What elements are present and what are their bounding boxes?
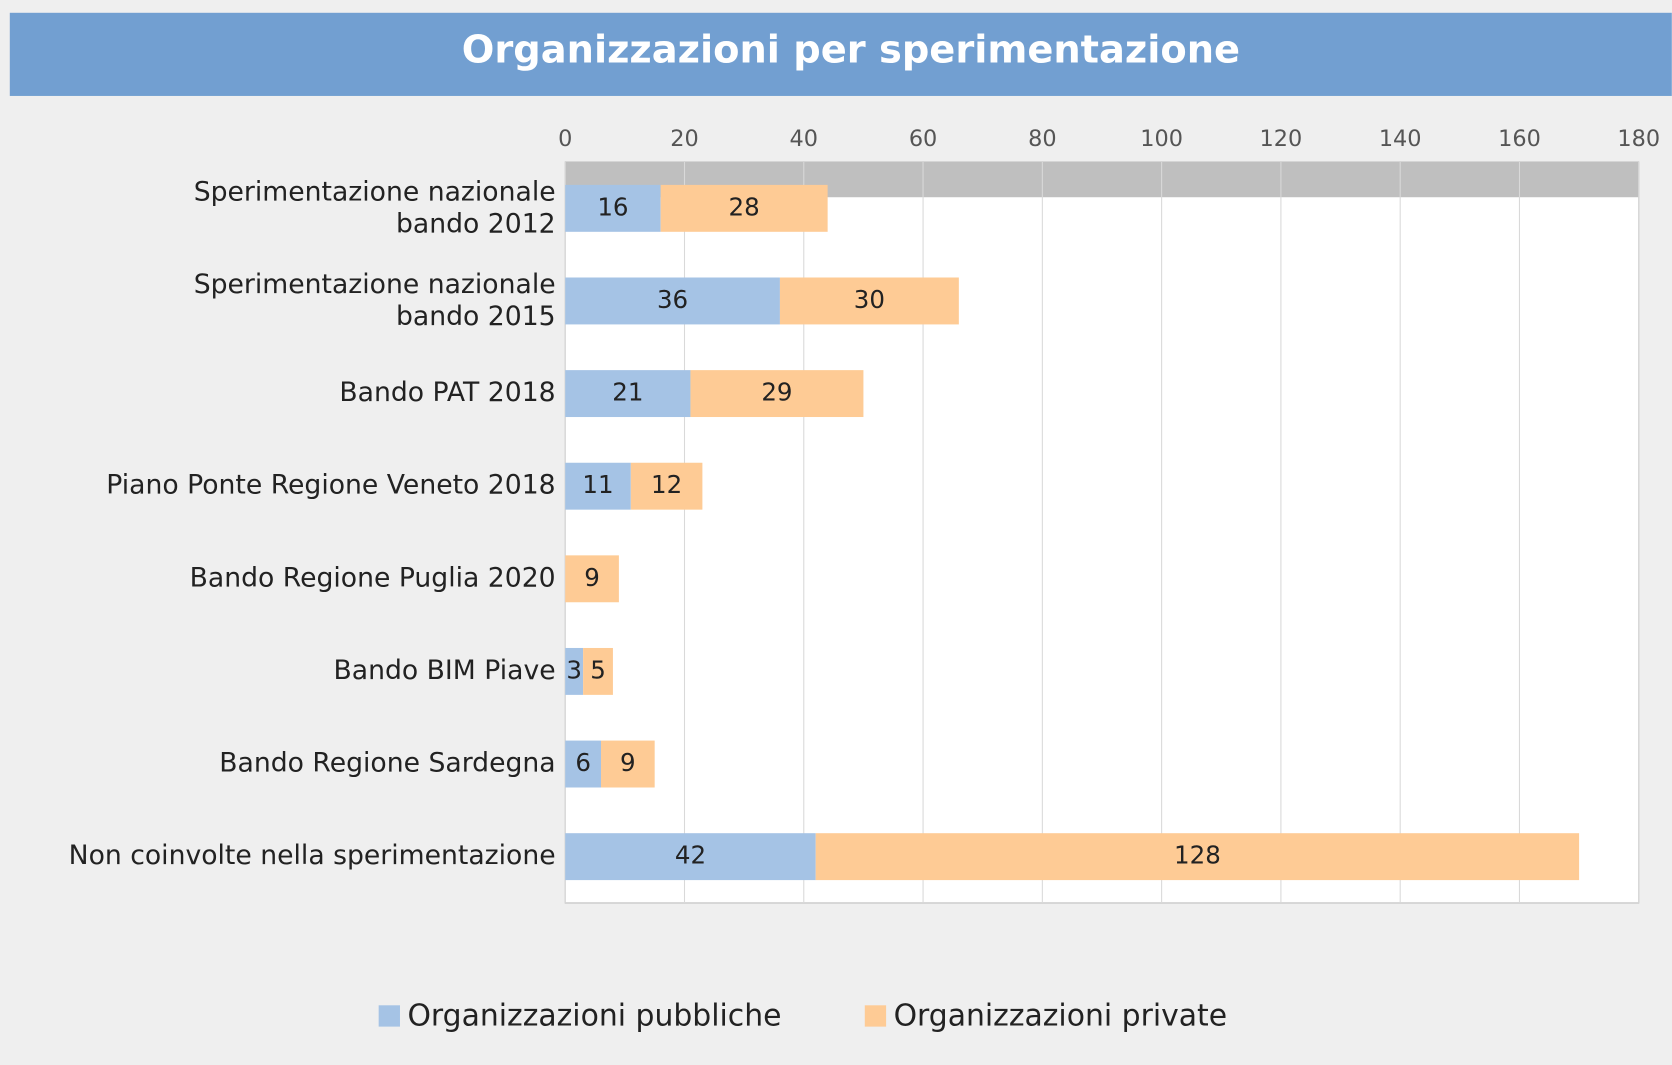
data-label: 28 xyxy=(729,192,760,221)
data-label: 16 xyxy=(597,192,628,221)
data-label: 5 xyxy=(590,655,606,684)
data-label: 21 xyxy=(612,378,643,407)
x-tick-label: 0 xyxy=(558,126,572,152)
y-tick-label: Non coinvolte nella sperimentazione xyxy=(69,840,556,871)
y-tick-label: Bando PAT 2018 xyxy=(339,377,555,408)
bar xyxy=(630,462,703,510)
legend-label: Organizzazioni pubbliche xyxy=(407,999,781,1034)
data-label: 6 xyxy=(575,748,591,777)
bar xyxy=(583,647,613,695)
bar xyxy=(565,184,661,232)
data-label: 36 xyxy=(657,285,688,314)
bar xyxy=(815,833,1580,881)
y-tick-label: Sperimentazione nazionale bando 2015 xyxy=(194,268,556,331)
x-tick-label: 60 xyxy=(909,126,937,152)
y-tick-label: Bando Regione Puglia 2020 xyxy=(190,562,556,593)
x-tick-label: 120 xyxy=(1260,126,1303,152)
data-label: 9 xyxy=(620,748,636,777)
bar xyxy=(565,277,780,325)
y-tick-label: Piano Ponte Regione Veneto 2018 xyxy=(106,470,555,501)
bar xyxy=(565,555,619,603)
bar xyxy=(779,277,959,325)
legend-label: Organizzazioni private xyxy=(894,999,1228,1034)
legend-swatch xyxy=(378,1005,400,1027)
title-banner xyxy=(9,12,1672,96)
y-tick-label: Bando Regione Sardegna xyxy=(219,748,555,779)
y-tick-label: Sperimentazione nazionale bando 2012 xyxy=(194,176,556,239)
x-tick-label: 80 xyxy=(1028,126,1056,152)
x-tick-label: 180 xyxy=(1617,126,1660,152)
data-label: 42 xyxy=(675,841,706,870)
bar xyxy=(660,184,828,232)
data-label: 128 xyxy=(1174,841,1221,870)
x-tick-label: 160 xyxy=(1498,126,1541,152)
x-tick-label: 20 xyxy=(670,126,698,152)
chart-title: Organizzazioni per sperimentazione xyxy=(462,28,1240,73)
data-label: 29 xyxy=(761,378,792,407)
data-label: 9 xyxy=(584,563,600,592)
data-label: 12 xyxy=(651,470,682,499)
data-label: 30 xyxy=(854,285,885,314)
bar xyxy=(565,462,631,510)
legend-swatch xyxy=(864,1005,887,1027)
x-tick-label: 140 xyxy=(1379,126,1422,152)
bar xyxy=(565,647,584,695)
y-tick-label: Bando BIM Piave xyxy=(333,655,555,686)
plot-area xyxy=(564,161,1640,904)
bar xyxy=(565,740,602,788)
bar xyxy=(690,370,864,418)
bar xyxy=(565,833,816,881)
data-label: 3 xyxy=(566,655,582,684)
bar xyxy=(565,370,691,418)
data-label: 11 xyxy=(582,470,613,499)
bar xyxy=(601,740,655,788)
x-tick-label: 100 xyxy=(1140,126,1183,152)
x-tick-label: 40 xyxy=(790,126,818,152)
